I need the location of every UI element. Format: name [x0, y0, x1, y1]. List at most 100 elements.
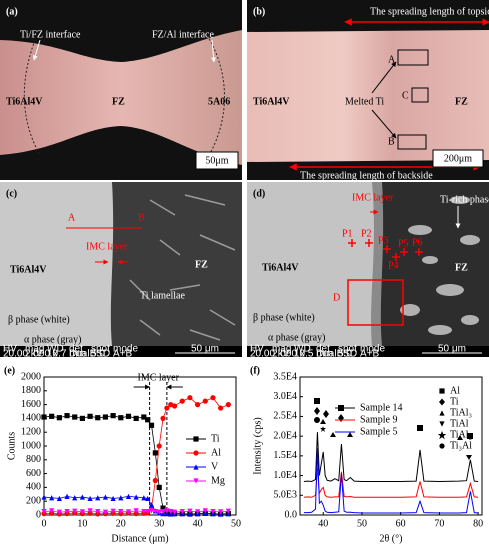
- series-line: [303, 467, 479, 498]
- marker: [95, 495, 101, 501]
- y-tick-label: 1600: [21, 399, 41, 410]
- y-tick-label: 1000: [21, 440, 41, 451]
- x-tick-label: 50: [357, 518, 367, 529]
- region-label: D: [333, 292, 340, 303]
- marker: [87, 495, 93, 502]
- marker: [225, 402, 231, 408]
- x-tick-label: 70: [434, 518, 444, 529]
- panel-label: (b): [253, 6, 265, 17]
- y-tick-label: 1200: [21, 426, 41, 437]
- marker: [218, 405, 224, 411]
- y-tick-label: 0: [36, 509, 41, 520]
- panel-label: (f): [250, 365, 260, 376]
- marker: [41, 508, 47, 515]
- marker: [225, 508, 231, 514]
- marker: [160, 415, 166, 421]
- info-value: 20.00 kV: [250, 349, 290, 360]
- info-value: 10.7 mm: [47, 349, 86, 360]
- marker: [152, 477, 158, 484]
- annotation: β phase (white): [8, 314, 70, 325]
- annotation: IMC layer: [138, 372, 180, 383]
- point-label: P2: [361, 228, 372, 239]
- interface-line: [204, 31, 225, 163]
- phase-symbol: [437, 431, 447, 440]
- chart: 40 50 60 70 80 0.0 5.0E3 1.0E4 1.5E4 2.0E4 2.5E4 3.…: [250, 365, 483, 544]
- marker: [210, 395, 216, 401]
- plot-frame: [43, 376, 237, 516]
- region-box: [397, 49, 429, 66]
- region-label: FZ: [455, 96, 468, 107]
- y-tick-label: 1.0E4: [273, 470, 297, 481]
- marker: [56, 495, 62, 502]
- legend-label: Al: [211, 447, 221, 458]
- marker: [110, 413, 116, 419]
- info-value: A+B: [360, 349, 380, 360]
- marker: [125, 413, 132, 419]
- marker: [171, 509, 178, 515]
- region-label: FZ: [112, 96, 125, 107]
- info-key: det: [69, 344, 83, 355]
- y-tick-label: 2.0E4: [273, 430, 297, 441]
- scale-box: [432, 149, 484, 168]
- region-label: Ti6Al4V: [262, 262, 299, 273]
- marker: [118, 415, 124, 421]
- marker: [102, 509, 109, 515]
- region-label: FZ: [195, 259, 208, 270]
- y-tick-label: 0.0: [285, 509, 298, 520]
- y-tick-label: 3.5E4: [273, 371, 297, 382]
- phase-label: TiAl₃: [450, 407, 472, 418]
- dendrites: [400, 196, 480, 335]
- marker: [156, 484, 162, 490]
- info-key: HV: [250, 344, 264, 355]
- marker: [179, 508, 185, 515]
- info-value: A+B: [113, 349, 133, 360]
- marker: [64, 508, 70, 515]
- info-value: 5.0: [338, 349, 352, 360]
- marker: [148, 422, 155, 428]
- marker: [160, 505, 166, 511]
- marker: [41, 414, 47, 420]
- panel-label: (e): [4, 365, 15, 376]
- marker: [164, 511, 170, 517]
- marker: [187, 511, 193, 517]
- marker: [187, 508, 193, 514]
- marker: [210, 508, 216, 515]
- point-label: A: [68, 212, 76, 223]
- marker: [156, 509, 162, 515]
- marker: [72, 508, 78, 514]
- y-axis-label: Intensity (cps): [252, 417, 263, 475]
- marker: [79, 509, 85, 515]
- panel-b: The spreading length of topside The spre…: [247, 0, 489, 181]
- marker: [152, 508, 158, 515]
- x-tick-label: 30: [154, 518, 164, 529]
- marker: [164, 508, 170, 514]
- marker: [87, 413, 93, 419]
- marker: [72, 414, 78, 420]
- phase-label: TiAl₂: [450, 429, 472, 440]
- info-key: mag: [272, 344, 291, 355]
- marker: [133, 415, 139, 421]
- info-key: mode: [360, 344, 385, 355]
- legend-label: Sample 9: [360, 414, 398, 425]
- region-label: Ti6Al4V: [253, 96, 290, 107]
- marker: [118, 495, 124, 501]
- arrow: [371, 109, 397, 139]
- marker: [141, 495, 147, 501]
- marker: [202, 398, 208, 404]
- panel-label: (d): [253, 188, 265, 199]
- x-axis-label: Distance (μm): [111, 533, 168, 544]
- info-value: 20.00 kV: [3, 349, 43, 360]
- arrow: [371, 61, 397, 94]
- marker: [156, 443, 162, 449]
- info-key: spot: [338, 344, 357, 355]
- point-label: P5: [398, 238, 409, 249]
- marker: [95, 415, 101, 421]
- annotation: α phase (gray): [24, 334, 81, 345]
- scale-bar: 50μm: [205, 155, 228, 166]
- region-box: [347, 279, 404, 326]
- marker: [160, 508, 166, 515]
- phase-symbol: [439, 443, 445, 449]
- marker: [145, 508, 151, 515]
